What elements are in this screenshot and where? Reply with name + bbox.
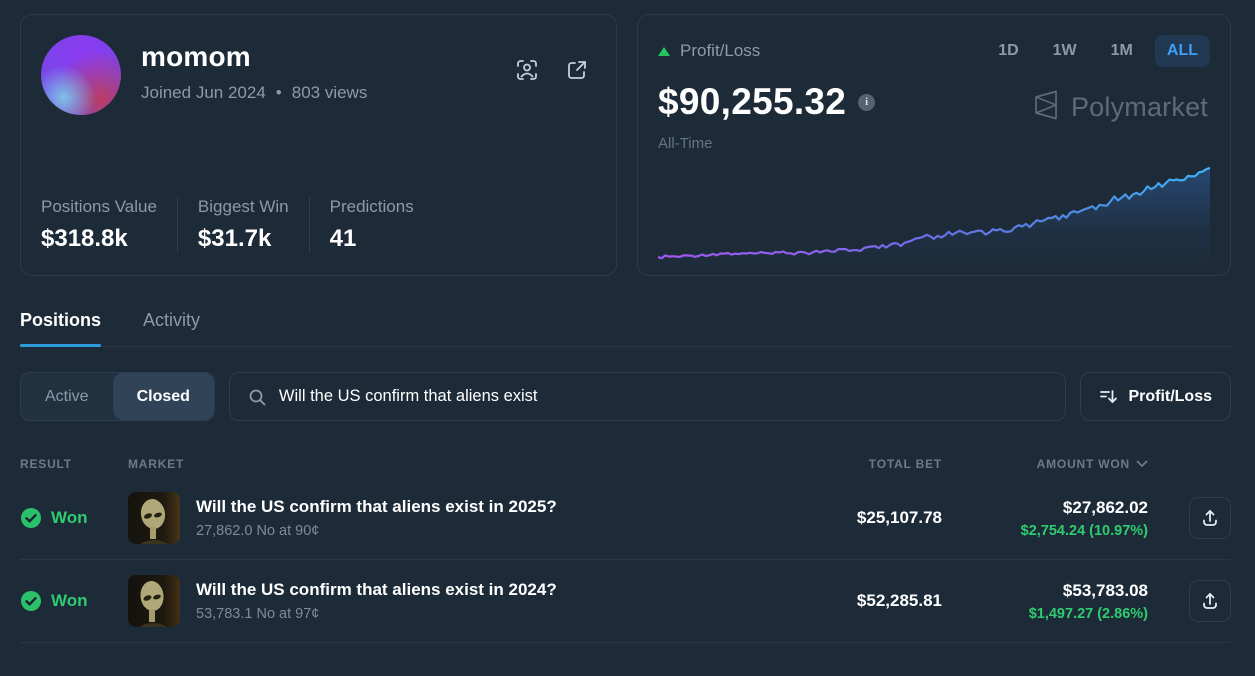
profile-actions [516,59,588,81]
result-label: Won [51,508,88,527]
positions-table: RESULT MARKET TOTAL BET AMOUNT WON [20,445,1231,643]
tabs: Positions Activity [20,310,1231,347]
segment-active[interactable]: Active [21,373,113,420]
pnl-line [658,166,1210,260]
range-all-button[interactable]: ALL [1154,35,1210,67]
profile-identity: momom Joined Jun 2024 • 803 views [141,35,367,115]
share-button[interactable] [1189,580,1231,622]
search-icon [247,387,267,407]
market-cell: Will the US confirm that aliens exist in… [128,575,782,627]
column-amount-won-label: AMOUNT WON [1036,457,1130,471]
market-title[interactable]: Will the US confirm that aliens exist in… [196,580,557,599]
share-cell [1148,580,1231,622]
chevron-down-icon [1136,460,1148,468]
filter-row: Active Closed Profit/Loss [20,372,1231,421]
external-link-icon[interactable] [566,59,588,81]
market-thumbnail-alien [128,575,180,627]
range-1w-button[interactable]: 1W [1041,35,1089,67]
market-subtitle: 53,783.1 No at 97¢ [196,606,320,622]
joined-date: Joined Jun 2024 [141,83,266,102]
stat-value: $318.8k [41,225,128,252]
total-bet-value: $25,107.78 [856,508,942,527]
pnl-value-row: $90,255.32 i [658,81,1210,123]
watermark-text: Polymarket [1070,92,1208,122]
search-input[interactable] [278,387,1049,406]
tab-positions[interactable]: Positions [20,310,102,347]
pnl-label: Profit/Loss [680,41,761,60]
amount-won-value: $53,783.08 [1062,580,1148,600]
amount-won-cell: $53,783.08 $1,497.27 (2.86%) [942,581,1148,622]
pnl-header: Profit/Loss 1D 1W 1M ALL [658,35,1210,67]
top-cards: momom Joined Jun 2024 • 803 views [20,14,1231,276]
stat-predictions: Predictions 41 [308,197,434,253]
column-total-bet: TOTAL BET [868,457,942,471]
pnl-value: $90,255.32 [658,81,847,122]
scan-profile-icon[interactable] [516,59,538,81]
stat-value: $31.7k [197,225,272,252]
result-cell: Won [20,507,128,529]
market-text: Will the US confirm that aliens exist in… [196,580,557,622]
check-circle-icon [20,507,42,529]
profile-card: momom Joined Jun 2024 • 803 views [20,14,617,276]
market-cell: Will the US confirm that aliens exist in… [128,492,782,544]
search-box [228,372,1067,421]
table-header: RESULT MARKET TOTAL BET AMOUNT WON [20,445,1231,477]
total-bet-value: $52,285.81 [856,591,942,610]
range-1m-button[interactable]: 1M [1099,35,1145,67]
polymarket-logo-icon [1031,89,1061,126]
pnl-period: All-Time [658,135,713,152]
result-cell: Won [20,590,128,612]
market-subtitle: 27,862.0 No at 90¢ [196,523,320,539]
pnl-card: Profit/Loss 1D 1W 1M ALL $90,255.32 i Al… [637,14,1231,276]
share-button[interactable] [1189,497,1231,539]
share-cell [1148,497,1231,539]
market-title[interactable]: Will the US confirm that aliens exist in… [196,497,557,516]
pnl-area [658,167,1210,269]
sort-profit-loss-button[interactable]: Profit/Loss [1080,372,1231,421]
stat-label: Predictions [329,197,414,216]
meta-separator: • [275,83,282,102]
result-label: Won [51,591,88,610]
column-result: RESULT [20,457,72,471]
stat-label: Positions Value [41,197,157,216]
polymarket-watermark: Polymarket [1031,89,1208,126]
check-circle-icon [20,590,42,612]
pnl-chart [658,166,1210,269]
stat-label: Biggest Win [197,197,289,216]
amount-won-cell: $27,862.02 $2,754.24 (10.97%) [942,498,1148,539]
profile-header: momom Joined Jun 2024 • 803 views [41,35,596,115]
profile-meta: Joined Jun 2024 • 803 views [141,83,367,103]
amount-won-value: $27,862.02 [1062,497,1148,517]
sort-icon [1099,387,1118,406]
profile-stats: Positions Value $318.8k Biggest Win $31.… [41,197,596,253]
table-row[interactable]: Won [20,560,1231,643]
table-row[interactable]: Won [20,477,1231,560]
time-range-selector: 1D 1W 1M ALL [986,35,1210,67]
page: momom Joined Jun 2024 • 803 views [20,14,1231,643]
views-count: 803 views [291,83,368,102]
market-thumbnail-alien [128,492,180,544]
column-amount-won[interactable]: AMOUNT WON [942,457,1148,471]
pnl-title: Profit/Loss [658,41,760,61]
market-text: Will the US confirm that aliens exist in… [196,497,557,539]
segment-closed[interactable]: Closed [112,373,214,420]
avatar [41,35,121,115]
status-segmented-control: Active Closed [20,372,215,421]
profit-value: $2,754.24 (10.97%) [1020,522,1148,539]
info-icon[interactable]: i [858,93,876,111]
pnl-chart-container [658,157,1210,275]
sort-button-label: Profit/Loss [1128,387,1212,405]
stat-value: 41 [329,225,357,252]
range-1d-button[interactable]: 1D [986,35,1030,67]
stat-biggest-win: Biggest Win $31.7k [176,197,309,253]
stat-positions-value: Positions Value $318.8k [41,197,177,253]
column-market: MARKET [128,457,185,471]
tab-activity[interactable]: Activity [143,310,200,346]
username: momom [141,41,251,72]
profit-value: $1,497.27 (2.86%) [1028,605,1148,622]
up-triangle-icon [658,46,670,56]
